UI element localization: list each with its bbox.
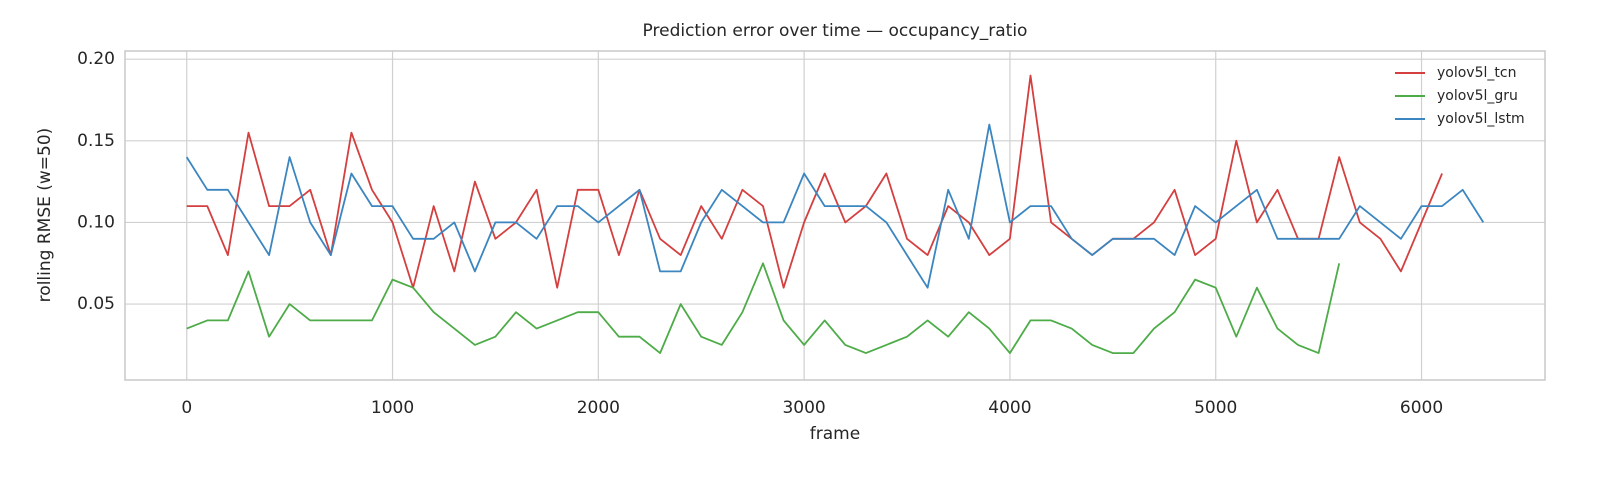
x-tick-label: 3000: [782, 398, 825, 418]
series-line: [186, 74, 1443, 289]
x-tick-label: 2000: [577, 398, 620, 418]
y-axis-label: rolling RMSE (w=50): [35, 128, 55, 303]
y-tick-label: 0.10: [77, 212, 115, 232]
x-axis-label: frame: [810, 424, 860, 444]
x-tick-label: 4000: [988, 398, 1031, 418]
chart-title: Prediction error over time — occupancy_r…: [643, 21, 1028, 41]
x-tick-label: 6000: [1400, 398, 1443, 418]
x-tick-label: 5000: [1194, 398, 1237, 418]
legend-label: yolov5l_tcn: [1437, 65, 1516, 81]
y-tick-label: 0.20: [77, 49, 115, 69]
x-tick-label: 0: [181, 398, 192, 418]
x-tick-label: 1000: [371, 398, 414, 418]
legend-label: yolov5l_gru: [1437, 88, 1518, 104]
plot-frame: [124, 50, 1546, 381]
series-line: [186, 262, 1341, 354]
legend-label: yolov5l_lstm: [1437, 111, 1525, 127]
y-tick-label: 0.05: [77, 294, 115, 314]
series-line: [185, 123, 1485, 289]
y-tick-label: 0.15: [77, 131, 115, 151]
